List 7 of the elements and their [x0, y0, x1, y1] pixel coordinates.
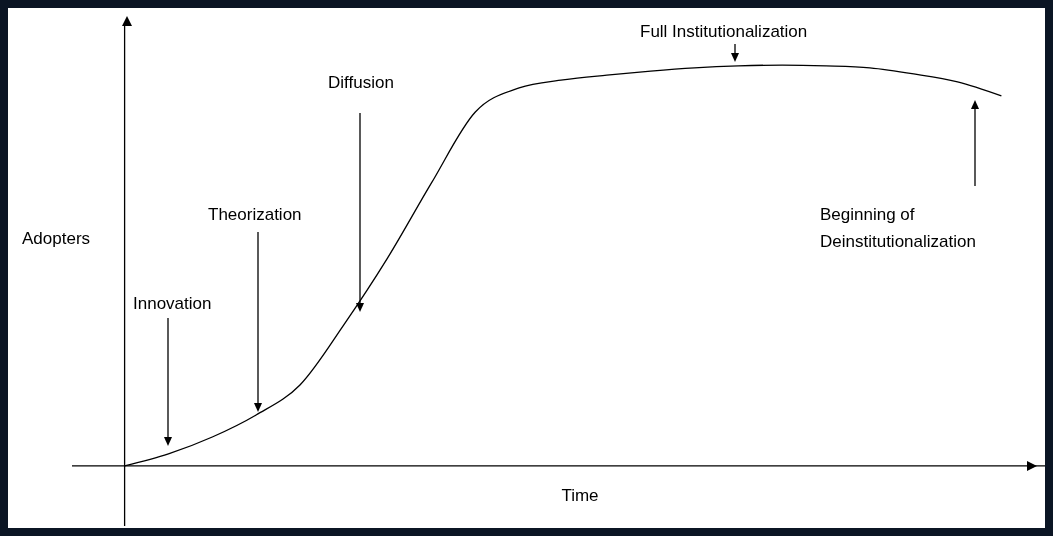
annotation: Diffusion [328, 72, 395, 94]
annotation: Innovation [133, 293, 213, 315]
annotation: Beginning of Deinstitutionalization [820, 204, 977, 253]
x-axis-title: Time [560, 486, 600, 506]
annotation: Theorization [208, 204, 303, 226]
text: Full Institutionalization [640, 21, 809, 43]
y-axis-title: Adopters [22, 229, 91, 249]
